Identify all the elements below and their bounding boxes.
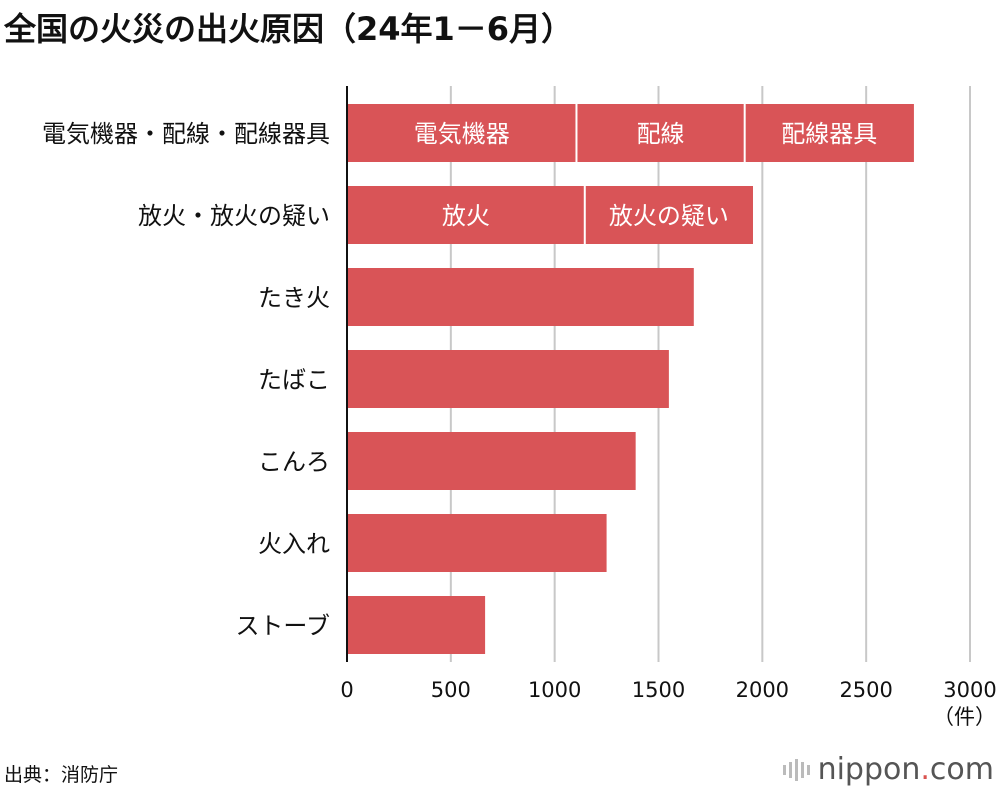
bar-segment bbox=[584, 186, 753, 244]
category-label: ストーブ bbox=[235, 612, 330, 640]
brand-mark-icon bbox=[782, 758, 810, 781]
x-tick-label: 2000 bbox=[736, 678, 789, 702]
segment-label: 配線 bbox=[637, 120, 685, 148]
brand-dot: . bbox=[920, 752, 930, 787]
category-label: たばこ bbox=[258, 366, 330, 394]
bar-segment bbox=[347, 104, 577, 162]
bar-segment bbox=[347, 268, 694, 326]
category-label: たき火 bbox=[258, 284, 330, 312]
chart-title: 全国の火災の出火原因（24年1－6月） bbox=[4, 10, 574, 48]
x-tick-label: 1000 bbox=[528, 678, 581, 702]
brand-logo: nippon. com bbox=[782, 752, 994, 787]
bar-segment bbox=[347, 186, 585, 244]
bar-segment bbox=[347, 432, 636, 490]
x-tick-label: 2500 bbox=[839, 678, 892, 702]
unit-label: （件） bbox=[933, 705, 996, 729]
category-label: こんろ bbox=[258, 448, 330, 476]
brand-name: nippon bbox=[817, 752, 921, 787]
category-label: 電気機器・配線・配線器具 bbox=[42, 120, 330, 148]
bar-segment bbox=[347, 514, 607, 572]
segment-label: 電気機器 bbox=[414, 120, 510, 148]
segment-label: 放火 bbox=[442, 202, 490, 230]
bar-segment bbox=[744, 104, 914, 162]
category-label: 火入れ bbox=[258, 530, 330, 558]
category-label: 放火・放火の疑い bbox=[138, 202, 330, 230]
source-note: 出典：消防庁 bbox=[4, 764, 119, 786]
segment-label: 放火の疑い bbox=[609, 202, 729, 230]
brand-tld: com bbox=[929, 752, 994, 787]
x-tick-label: 1500 bbox=[632, 678, 685, 702]
bar-segment bbox=[347, 596, 486, 654]
segment-label: 配線器具 bbox=[781, 120, 877, 148]
x-tick-label: 500 bbox=[431, 678, 471, 702]
x-axis: 0 500 1000 1500 2000 2500 3000 bbox=[340, 86, 997, 702]
bar-segment bbox=[576, 104, 745, 162]
bar-segment bbox=[347, 350, 669, 408]
x-tick-label: 3000 bbox=[943, 678, 996, 702]
x-tick-label: 0 bbox=[340, 678, 353, 702]
